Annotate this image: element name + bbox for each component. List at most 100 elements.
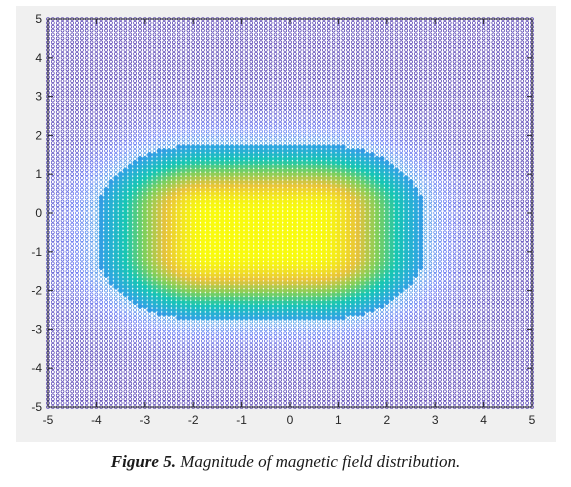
data-point [70,354,75,359]
data-point [60,114,65,118]
data-point [75,102,79,107]
data-point [84,401,89,405]
data-point [55,114,60,118]
data-point [50,83,55,87]
data-point [50,137,55,142]
data-point [50,67,55,72]
data-point [75,219,79,223]
data-point [75,242,79,246]
data-point [80,191,84,196]
data-point [84,110,89,114]
scatter-points [46,17,534,409]
data-point [84,331,89,336]
data-point [80,374,84,378]
data-point [80,55,84,60]
data-point [70,129,75,134]
data-point [55,277,60,281]
data-point [65,234,70,239]
data-point [75,296,79,301]
data-point [80,261,84,266]
data-point [70,75,75,79]
data-point [65,63,70,68]
data-point [80,393,84,398]
data-point [75,401,79,405]
data-point [80,397,84,402]
data-point [89,343,94,347]
data-point [75,335,79,340]
data-point [89,370,94,374]
data-point [171,148,177,154]
data-point [55,366,60,371]
data-point [65,300,70,305]
data-point [60,296,65,301]
data-point [70,87,75,91]
data-point [84,176,89,180]
data-point [65,265,70,270]
data-point [65,292,70,297]
data-point [80,199,84,204]
data-point [70,195,75,200]
data-point [60,67,65,72]
data-point [60,327,65,332]
data-point [80,21,84,25]
data-point [75,118,79,122]
data-point [70,145,75,149]
data-point [60,168,65,173]
data-point [75,75,79,79]
data-point [70,304,75,308]
data-point [60,199,65,204]
data-point [70,389,75,394]
data-point [70,370,75,374]
data-point [75,24,79,29]
data-point [70,44,75,49]
data-point [60,269,65,274]
data-point [65,284,70,289]
data-point [80,265,84,270]
data-point [80,296,84,301]
data-point [55,48,60,52]
data-point [70,102,75,107]
data-point [65,280,70,285]
data-point [84,160,89,165]
data-point [55,137,60,142]
data-point [132,160,138,166]
data-point [70,160,75,165]
data-point [60,346,65,351]
data-point [80,219,84,223]
data-point [60,374,65,378]
data-point [80,98,84,103]
data-point [70,238,75,242]
data-point [50,87,55,91]
data-point [84,164,89,169]
data-point [75,90,79,95]
data-point [84,261,89,266]
data-point [84,28,89,33]
data-point [55,153,60,157]
data-point [50,156,55,161]
data-point [84,393,89,398]
data-point [55,164,60,169]
data-point [50,40,55,45]
data-point [65,211,70,215]
data-point [75,385,79,390]
data-point [65,319,70,324]
data-point [60,94,65,99]
data-point [75,153,79,157]
data-point [60,160,65,165]
data-point [60,350,65,355]
data-point [80,164,84,169]
data-point [80,94,84,99]
data-point [84,184,89,188]
data-point [75,346,79,351]
data-point [60,377,65,382]
data-point [84,187,89,192]
data-point [60,238,65,242]
data-point [80,246,84,250]
data-point [84,172,89,176]
data-point [50,315,55,320]
data-point [55,168,60,173]
data-point [84,191,89,196]
data-point [50,118,55,122]
data-point [70,141,75,145]
data-point [50,346,55,351]
